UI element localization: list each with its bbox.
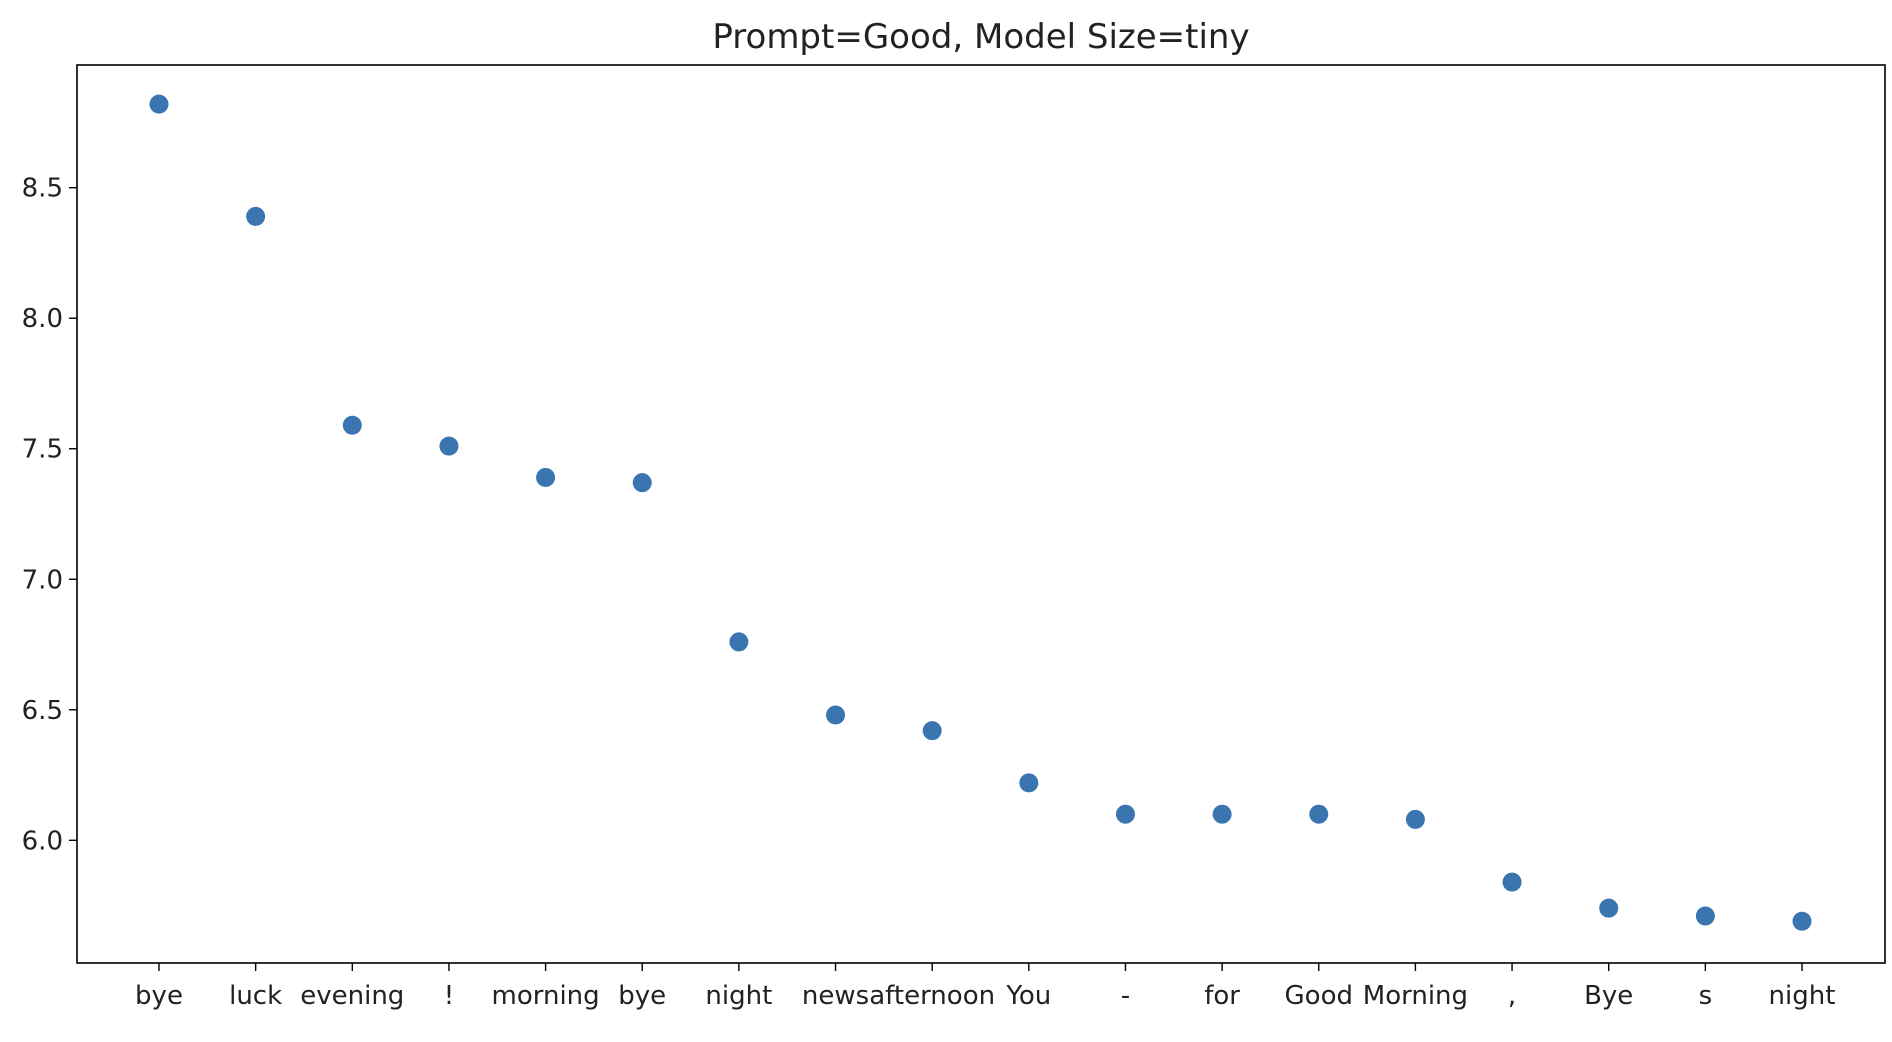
data-point bbox=[729, 632, 749, 652]
data-point bbox=[922, 721, 942, 741]
y-axis: 6.0 6.5 7.0 7.5 8.0 8.5 bbox=[22, 174, 77, 856]
data-point bbox=[1695, 906, 1715, 926]
x-tick-label: night bbox=[705, 981, 772, 1011]
plot-frame bbox=[76, 64, 1886, 964]
x-tick-label: afternoon bbox=[869, 981, 995, 1011]
x-tick-label: Morning bbox=[1363, 981, 1468, 1011]
x-tick-label: bye bbox=[135, 981, 183, 1011]
x-tick-label: ! bbox=[444, 981, 454, 1011]
x-tick-label: morning bbox=[492, 981, 600, 1011]
chart-title: Prompt=Good, Model Size=tiny bbox=[712, 17, 1249, 57]
x-tick-label: You bbox=[1005, 981, 1051, 1011]
data-point bbox=[1115, 804, 1135, 824]
x-tick-label: s bbox=[1699, 981, 1713, 1011]
data-point bbox=[439, 436, 459, 456]
plot-background bbox=[77, 65, 1885, 963]
data-point bbox=[342, 415, 362, 435]
data-point bbox=[1405, 809, 1425, 829]
data-point bbox=[1599, 898, 1619, 918]
y-tick-label: 7.5 bbox=[22, 435, 63, 465]
x-tick-label: luck bbox=[229, 981, 282, 1011]
x-tick-label: Bye bbox=[1584, 981, 1633, 1011]
y-tick-label: 8.5 bbox=[22, 174, 63, 204]
data-point bbox=[1212, 804, 1232, 824]
data-point bbox=[1502, 872, 1522, 892]
x-tick-label: news bbox=[802, 981, 869, 1011]
data-points bbox=[149, 94, 1812, 931]
data-point bbox=[1309, 804, 1329, 824]
x-tick-label: night bbox=[1769, 981, 1836, 1011]
data-point bbox=[246, 206, 266, 226]
x-tick-label: - bbox=[1121, 981, 1130, 1011]
y-tick-label: 8.0 bbox=[22, 304, 63, 334]
y-tick-label: 7.0 bbox=[22, 565, 63, 595]
data-point bbox=[536, 467, 556, 487]
x-tick-label: for bbox=[1204, 981, 1240, 1011]
data-point bbox=[1019, 773, 1039, 793]
data-point bbox=[1792, 911, 1812, 931]
x-tick-label: Good bbox=[1285, 981, 1353, 1011]
data-point bbox=[826, 705, 846, 725]
x-axis: bye luck evening! morning bye night news aftern… bbox=[135, 963, 1835, 1011]
y-tick-label: 6.5 bbox=[22, 696, 63, 726]
data-point bbox=[149, 94, 169, 114]
x-tick-label: , bbox=[1508, 981, 1516, 1011]
data-point bbox=[632, 473, 652, 493]
y-tick-label: 6.0 bbox=[22, 826, 63, 856]
x-tick-label: bye bbox=[618, 981, 666, 1011]
x-tick-label: evening bbox=[300, 981, 404, 1011]
